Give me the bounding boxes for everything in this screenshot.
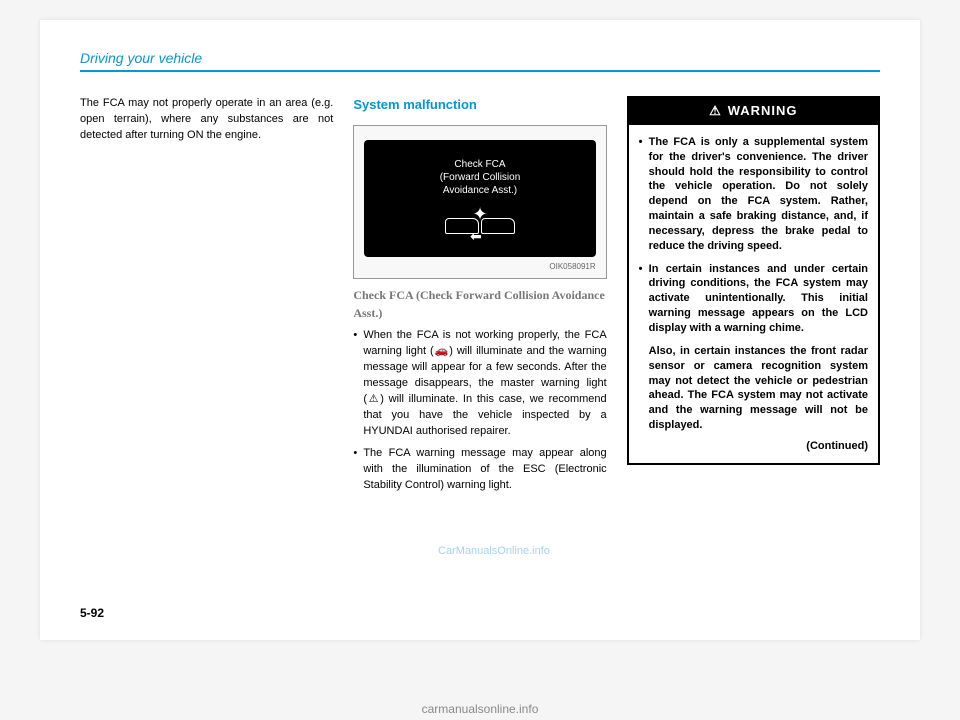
column-1: The FCA may not properly operate in an a… xyxy=(80,96,333,500)
lcd-line-2: (Forward Collision xyxy=(372,171,587,184)
list-item: The FCA is only a supplemental system fo… xyxy=(639,135,868,254)
warning-also: Also, in certain instances the front rad… xyxy=(639,344,868,433)
malfunction-heading: System malfunction xyxy=(353,96,606,115)
warning-label: WARNING xyxy=(728,103,798,118)
warning-header: ⚠ WARNING xyxy=(629,98,878,125)
list-item: In certain instances and under certain d… xyxy=(639,262,868,336)
car-right-icon xyxy=(481,218,515,234)
column-3: ⚠ WARNING The FCA is only a supplemental … xyxy=(627,96,880,500)
warning-body: The FCA is only a supplemental system fo… xyxy=(629,125,878,463)
manual-page: Driving your vehicle The FCA may not pro… xyxy=(40,20,920,640)
arrow-left-icon: ⬅ xyxy=(470,227,482,245)
intro-paragraph: The FCA may not properly operate in an a… xyxy=(80,96,333,144)
list-item: When the FCA is not working properly, th… xyxy=(353,328,606,440)
lcd-line-3: Avoidance Asst.) xyxy=(372,184,587,197)
lcd-line-1: Check FCA xyxy=(372,158,587,171)
footer-watermark: carmanualsonline.info xyxy=(422,702,539,716)
section-header: Driving your vehicle xyxy=(80,50,880,66)
column-2: System malfunction Check FCA (Forward Co… xyxy=(353,96,606,500)
list-item: The FCA warning message may appear along… xyxy=(353,446,606,494)
check-fca-heading: Check FCA (Check Forward Collision Avoid… xyxy=(353,287,606,322)
inline-watermark: CarManualsOnline.info xyxy=(438,545,550,557)
lcd-screen: Check FCA (Forward Collision Avoidance A… xyxy=(364,140,595,257)
content-columns: The FCA may not properly operate in an a… xyxy=(80,96,880,500)
continued-label: (Continued) xyxy=(639,439,868,455)
malfunction-list: When the FCA is not working properly, th… xyxy=(353,328,606,493)
page-number: 5-92 xyxy=(80,606,104,620)
figure-code: OIK058091R xyxy=(364,261,595,273)
header-divider xyxy=(80,70,880,72)
warning-box: ⚠ WARNING The FCA is only a supplemental … xyxy=(627,96,880,465)
warning-triangle-icon: ⚠ xyxy=(709,103,722,118)
lcd-figure: Check FCA (Forward Collision Avoidance A… xyxy=(353,125,606,280)
collision-icon: ✦ ⬅ xyxy=(372,209,587,243)
